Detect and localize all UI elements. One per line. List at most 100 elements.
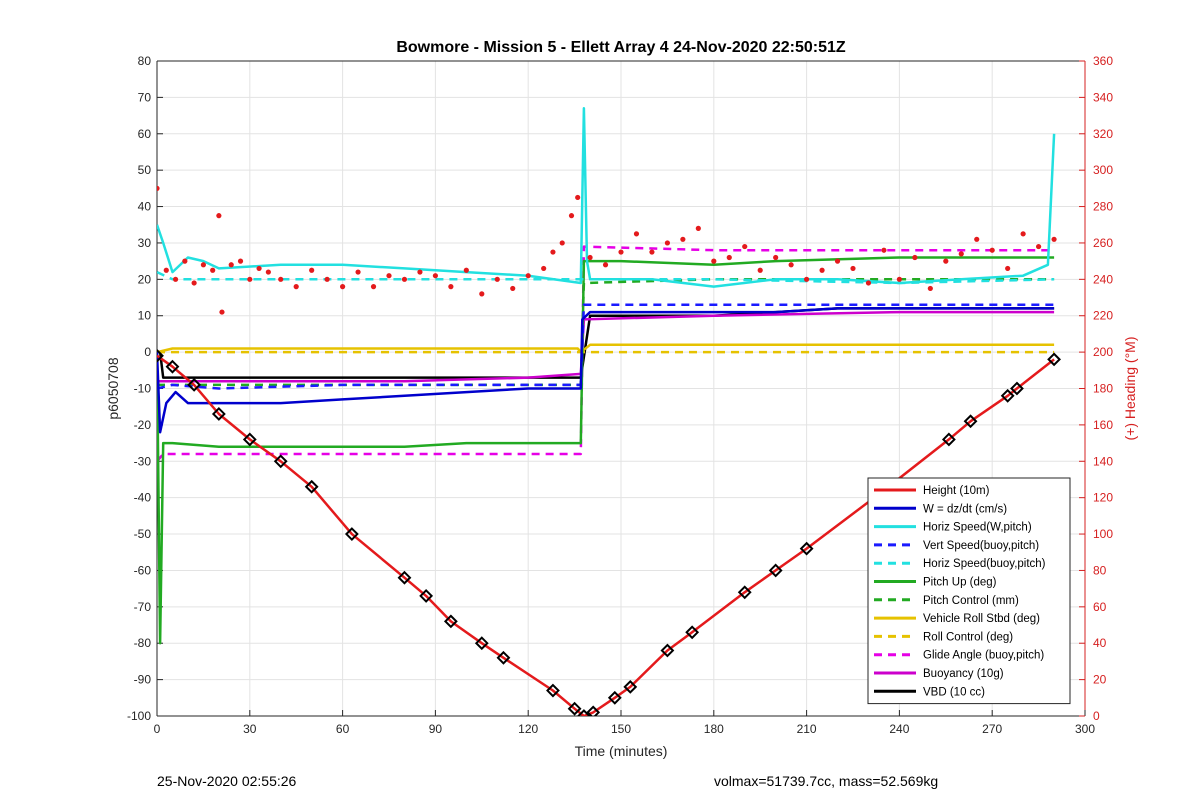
height-marker	[273, 454, 288, 469]
height-marker	[576, 709, 591, 716]
y-right-tick-label: 100	[1093, 527, 1113, 541]
series-line-glide-angle-buoy-pitch	[157, 245, 1055, 463]
height-marker	[799, 541, 814, 556]
heading-point	[559, 240, 565, 246]
x-axis-label: Time (minutes)	[575, 743, 668, 759]
heading-point	[309, 267, 315, 273]
heading-point	[865, 280, 872, 286]
heading-point	[448, 284, 454, 290]
heading-point	[1020, 231, 1026, 237]
y-right-tick-label: 160	[1093, 418, 1113, 432]
height-marker	[242, 432, 257, 447]
legend-entry: Horiz Speed(buoy,pitch)	[923, 558, 1046, 570]
x-tick-label: 90	[429, 722, 443, 736]
y-tick-label: 80	[138, 54, 152, 68]
height-marker	[304, 479, 319, 494]
heading-point	[324, 276, 330, 282]
y-right-tick-label: 120	[1093, 491, 1113, 505]
heading-point	[219, 309, 225, 315]
heading-point	[819, 267, 825, 273]
heading-point	[773, 254, 779, 261]
y-right-tick-label: 280	[1093, 200, 1113, 214]
heading-point	[927, 285, 933, 292]
heading-point	[896, 276, 903, 282]
legend-entry: Pitch Up (deg)	[923, 577, 997, 589]
height-marker	[157, 348, 164, 363]
y-tick-label: -50	[134, 527, 152, 541]
y-tick-label: 10	[138, 309, 152, 323]
heading-point	[210, 267, 216, 273]
heading-point	[541, 265, 547, 272]
heading-point	[355, 269, 361, 275]
legend-entry: Vehicle Roll Stbd (deg)	[923, 613, 1040, 625]
heading-point	[989, 247, 995, 253]
height-marker	[607, 690, 622, 705]
legend-entry: Buoyancy (10g)	[923, 668, 1004, 680]
heading-point	[943, 258, 949, 264]
y-right-tick-label: 80	[1093, 563, 1107, 577]
x-tick-label: 60	[336, 722, 350, 736]
legend-entry: Pitch Control (mm)	[923, 595, 1019, 607]
y-right-tick-label: 180	[1093, 382, 1113, 396]
legend-entry: W = dz/dt (cm/s)	[923, 503, 1007, 515]
legend: Height (10m) W = dz/dt (cm/s) Horiz Speed(…	[867, 477, 1071, 705]
y-tick-label: -20	[134, 418, 152, 432]
y-right-tick-label: 240	[1093, 272, 1113, 286]
heading-point	[881, 247, 887, 253]
height-marker	[1000, 388, 1015, 403]
y-right-tick-label: 300	[1093, 163, 1113, 177]
height-markers	[157, 348, 1061, 716]
heading-point	[432, 273, 438, 279]
chart-title: Bowmore - Mission 5 - Ellett Array 4 24-…	[396, 39, 846, 56]
heading-point	[293, 284, 299, 290]
y-tick-label: -60	[134, 563, 152, 577]
footer-timestamp: 25-Nov-2020 02:55:26	[157, 773, 297, 789]
y-tick-label: -100	[127, 709, 151, 723]
y-tick-label: -30	[134, 454, 152, 468]
y-right-tick-label: 60	[1093, 600, 1107, 614]
heading-point	[494, 276, 500, 282]
series-line-w-dz-dt-cm-s	[157, 307, 1055, 434]
y-tick-label: 70	[138, 90, 152, 104]
heading-point	[912, 254, 918, 261]
x-tick-label: 30	[243, 722, 257, 736]
heading-point	[958, 251, 964, 257]
heading-point	[525, 273, 531, 279]
y-tick-label: -10	[134, 382, 152, 396]
x-tick-label: 0	[154, 722, 161, 736]
heading-point	[247, 276, 253, 282]
y-right-tick-label: 40	[1093, 636, 1107, 650]
heading-point	[370, 284, 377, 290]
legend-entry: Height (10m)	[923, 485, 990, 497]
heading-point	[340, 284, 346, 290]
y-axis-right-label: (+) Heading (°M)	[1122, 336, 1138, 440]
height-marker	[586, 705, 601, 716]
legend-entry: VBD (10 cc)	[923, 686, 985, 698]
x-tick-label: 150	[611, 722, 631, 736]
heading-point	[711, 258, 717, 264]
y-right-tick-label: 360	[1093, 54, 1113, 68]
height-marker	[941, 432, 956, 447]
height-marker	[211, 407, 226, 421]
height-marker	[768, 563, 783, 578]
height-marker	[567, 701, 582, 716]
heading-point	[463, 267, 469, 273]
heading-point	[479, 291, 485, 297]
height-marker	[443, 614, 458, 629]
y-right-tick-label: 140	[1093, 454, 1113, 468]
height-marker	[623, 679, 638, 694]
heading-point	[172, 276, 179, 282]
y-right-tick-label: 220	[1093, 309, 1113, 323]
y-tick-label: 0	[144, 345, 151, 359]
height-marker	[546, 683, 560, 698]
height-marker	[187, 377, 202, 392]
y-tick-label: 30	[138, 236, 152, 250]
x-tick-label: 210	[797, 722, 817, 736]
height-marker	[660, 643, 675, 658]
heading-point	[742, 243, 748, 250]
y-tick-label: -80	[134, 636, 152, 650]
y-tick-label: 20	[138, 272, 152, 286]
heading-point	[265, 269, 271, 275]
heading-point	[804, 276, 810, 282]
legend-entry: Horiz Speed(W,pitch)	[923, 522, 1032, 534]
